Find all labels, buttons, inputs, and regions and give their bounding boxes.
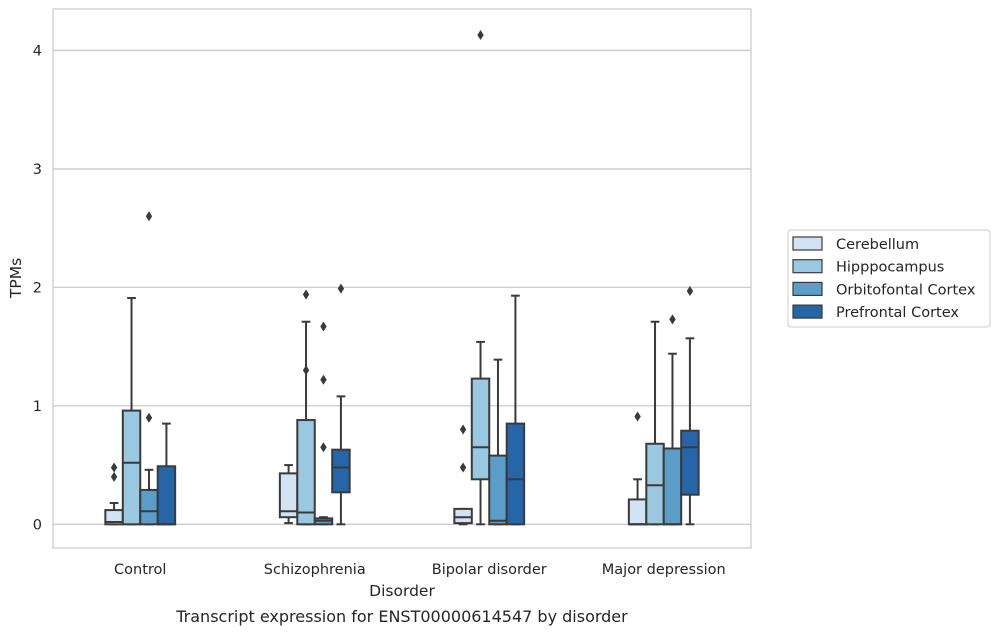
box-prefrontal-cortex bbox=[156, 422, 177, 526]
box-hipppocampus bbox=[470, 30, 491, 526]
box-cerebellum bbox=[627, 411, 648, 526]
box-cerebellum bbox=[104, 462, 124, 526]
outlier-point bbox=[320, 321, 327, 332]
legend: Cerebellum Hipppocampus Orbitofontal Corte… bbox=[787, 229, 991, 328]
outlier-point bbox=[634, 411, 641, 422]
box-orbitofontal-cortex bbox=[139, 211, 159, 526]
legend-label: Prefrontal Cortex bbox=[836, 305, 959, 321]
legend-swatch bbox=[792, 304, 823, 319]
y-axis-ticks: 0 1 2 3 4 bbox=[33, 43, 42, 533]
outlier-point bbox=[145, 412, 153, 423]
outlier-point bbox=[459, 424, 467, 435]
legend-frame bbox=[787, 229, 991, 328]
x-tick-label: Bipolar disorder bbox=[432, 562, 547, 578]
y-tick-label: 3 bbox=[33, 162, 42, 178]
outlier-point bbox=[302, 365, 310, 376]
iqr-box bbox=[627, 498, 648, 526]
box-cerebellum bbox=[278, 464, 299, 525]
box-orbitofontal-cortex bbox=[488, 358, 508, 526]
x-axis-label: Disorder bbox=[369, 582, 435, 600]
y-tick-label: 1 bbox=[33, 399, 42, 415]
y-tick-label: 4 bbox=[33, 43, 42, 59]
outlier-point bbox=[669, 314, 676, 325]
box-prefrontal-cortex bbox=[680, 285, 700, 526]
y-axis-label: TPMs bbox=[7, 258, 25, 299]
outlier-point bbox=[337, 283, 345, 294]
box-orbitofontal-cortex bbox=[662, 314, 683, 526]
iqr-box bbox=[680, 429, 700, 496]
box-hipppocampus bbox=[121, 297, 142, 526]
iqr-box bbox=[296, 419, 316, 526]
legend-swatch bbox=[792, 281, 823, 296]
legend-swatch bbox=[792, 236, 823, 251]
plot-area-frame bbox=[52, 8, 752, 549]
outlier-point bbox=[110, 462, 118, 473]
x-axis-ticks: Control Schizophrenia Bipolar disorder Majo… bbox=[114, 562, 726, 578]
x-tick-label: Control bbox=[114, 562, 166, 578]
legend-label: Orbitofontal Cortex bbox=[836, 282, 976, 298]
x-tick-label: Major depression bbox=[602, 562, 726, 578]
iqr-box bbox=[488, 454, 508, 526]
box-prefrontal-cortex bbox=[505, 294, 526, 526]
outlier-point bbox=[477, 30, 484, 41]
outlier-point bbox=[302, 289, 310, 300]
outlier-point bbox=[320, 442, 327, 453]
x-tick-label: Schizophrenia bbox=[264, 562, 366, 578]
outlier-point bbox=[459, 462, 467, 473]
iqr-box bbox=[139, 488, 159, 526]
box-groups bbox=[104, 30, 700, 526]
iqr-box bbox=[453, 507, 473, 525]
box-hipppocampus bbox=[645, 320, 665, 526]
y-tick-label: 2 bbox=[33, 280, 42, 296]
iqr-box bbox=[156, 465, 177, 526]
box-hipppocampus bbox=[296, 289, 316, 526]
iqr-box bbox=[505, 422, 526, 526]
y-tick-label: 0 bbox=[33, 517, 42, 533]
iqr-box bbox=[121, 409, 142, 526]
iqr-box bbox=[331, 448, 351, 494]
iqr-box bbox=[470, 377, 491, 481]
outlier-point bbox=[145, 211, 153, 222]
iqr-box bbox=[645, 442, 665, 526]
iqr-box bbox=[662, 447, 683, 526]
outlier-point bbox=[686, 285, 694, 296]
outlier-point bbox=[320, 374, 327, 385]
box-cerebellum bbox=[453, 424, 473, 526]
box-prefrontal-cortex bbox=[331, 283, 351, 526]
legend-swatch bbox=[792, 259, 823, 274]
outlier-point bbox=[110, 471, 118, 482]
box-orbitofontal-cortex bbox=[313, 321, 334, 526]
figure-caption: Transcript expression for ENST0000061454… bbox=[175, 607, 628, 626]
legend-label: Hipppocampus bbox=[836, 260, 944, 276]
legend-label: Cerebellum bbox=[836, 237, 919, 253]
